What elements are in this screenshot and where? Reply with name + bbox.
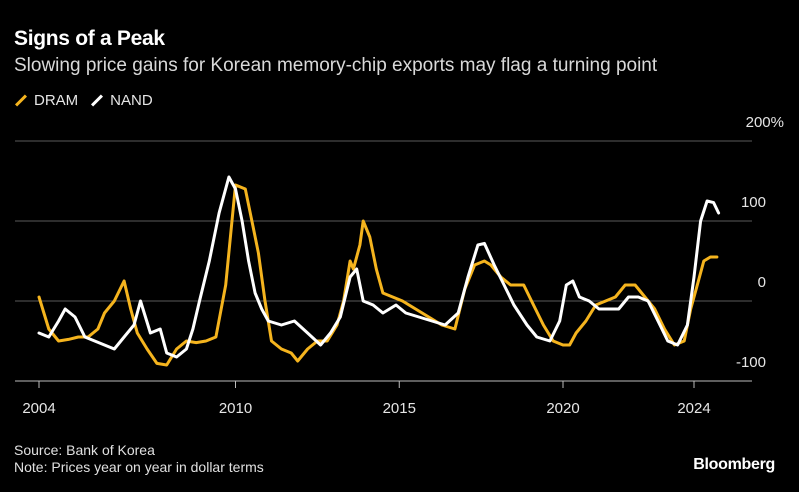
gridlines <box>15 140 752 382</box>
legend-label-nand: NAND <box>110 92 153 109</box>
footer-notes: Source: Bank of Korea Note: Prices year … <box>14 442 264 476</box>
chart-title: Signs of a Peak <box>14 27 165 50</box>
source-note: Source: Bank of Korea <box>14 442 155 458</box>
bloomberg-logo: Bloomberg <box>693 456 775 473</box>
y-tick-label: 0 <box>758 274 766 291</box>
legend-item-dram: DRAM <box>14 92 78 109</box>
series-line-dram <box>37 183 719 367</box>
chart-legend: DRAM NAND <box>14 92 165 109</box>
y-tick-label: -100 <box>736 354 766 371</box>
legend-label-dram: DRAM <box>34 92 79 109</box>
x-tick-label: 2020 <box>546 400 579 417</box>
series-line-nand <box>37 175 721 359</box>
x-tick-label: 2004 <box>22 400 55 417</box>
y-tick-label: 100 <box>741 194 766 211</box>
chart-subtitle: Slowing price gains for Korean memory-ch… <box>14 55 658 76</box>
x-axis-tick-labels: 2004 2010 2015 2020 2024 <box>22 381 711 417</box>
x-tick-label: 2015 <box>383 400 416 417</box>
y-tick-label: 200% <box>746 114 784 131</box>
chart-note: Note: Prices year on year in dollar term… <box>14 459 264 475</box>
y-axis-tick-labels: 200% 100 0 -100 <box>736 114 784 371</box>
series-lines <box>37 175 721 367</box>
x-tick-label: 2010 <box>219 400 252 417</box>
x-tick-label: 2024 <box>677 400 710 417</box>
legend-item-nand: NAND <box>90 92 153 109</box>
